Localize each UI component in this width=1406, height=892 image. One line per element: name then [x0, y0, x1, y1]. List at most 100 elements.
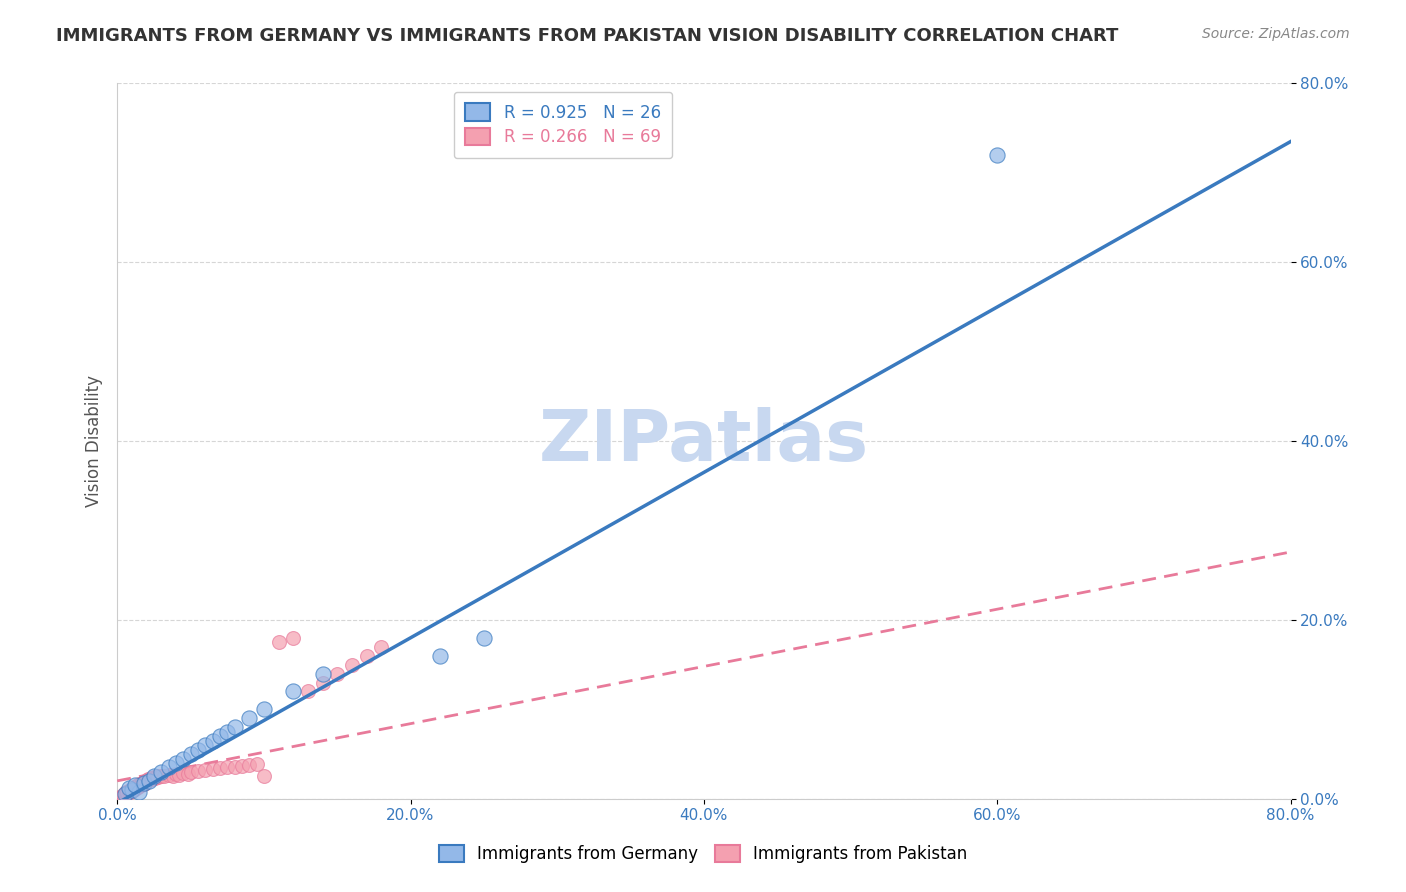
Point — [340, 657, 363, 672]
Point — [138, 772, 160, 787]
Point — [128, 779, 150, 793]
Point — [150, 768, 173, 782]
Point — [194, 763, 217, 777]
Point — [162, 768, 184, 782]
Point — [142, 770, 165, 784]
Point — [124, 780, 146, 794]
Legend: Immigrants from Germany, Immigrants from Pakistan: Immigrants from Germany, Immigrants from… — [427, 833, 979, 875]
Point — [142, 769, 165, 783]
Point — [208, 729, 231, 743]
Point — [238, 757, 260, 772]
Point — [120, 782, 142, 797]
Point — [132, 774, 155, 789]
Text: IMMIGRANTS FROM GERMANY VS IMMIGRANTS FROM PAKISTAN VISION DISABILITY CORRELATIO: IMMIGRANTS FROM GERMANY VS IMMIGRANTS FR… — [56, 27, 1119, 45]
Point — [125, 780, 148, 795]
Point — [115, 785, 138, 799]
Point — [224, 759, 246, 773]
Point — [194, 738, 217, 752]
Legend: R = 0.925   N = 26, R = 0.266   N = 69: R = 0.925 N = 26, R = 0.266 N = 69 — [454, 92, 672, 158]
Point — [125, 779, 148, 793]
Point — [311, 666, 333, 681]
Point — [114, 786, 136, 800]
Point — [986, 148, 1008, 162]
Point — [253, 769, 276, 783]
Point — [253, 702, 276, 716]
Point — [129, 778, 152, 792]
Point — [201, 733, 224, 747]
Point — [114, 787, 136, 801]
Point — [121, 781, 143, 796]
Point — [187, 742, 209, 756]
Point — [157, 760, 180, 774]
Point — [122, 782, 145, 797]
Point — [165, 756, 187, 770]
Point — [153, 769, 176, 783]
Point — [356, 648, 378, 663]
Point — [120, 784, 142, 798]
Point — [138, 773, 160, 788]
Point — [238, 711, 260, 725]
Point — [127, 780, 149, 794]
Point — [187, 764, 209, 778]
Y-axis label: Vision Disability: Vision Disability — [86, 376, 103, 507]
Point — [148, 770, 170, 784]
Point — [146, 769, 169, 783]
Point — [118, 780, 141, 795]
Point — [472, 631, 495, 645]
Point — [201, 762, 224, 776]
Point — [217, 724, 239, 739]
Point — [224, 720, 246, 734]
Point — [326, 666, 349, 681]
Point — [127, 778, 149, 792]
Point — [180, 747, 202, 761]
Point — [128, 777, 150, 791]
Point — [118, 785, 141, 799]
Point — [124, 778, 146, 792]
Point — [267, 635, 290, 649]
Point — [429, 648, 451, 663]
Point — [150, 764, 173, 779]
Point — [180, 764, 202, 779]
Point — [124, 781, 146, 796]
Point — [136, 772, 159, 786]
Point — [129, 776, 152, 790]
Point — [122, 780, 145, 795]
Point — [135, 772, 157, 787]
Point — [128, 784, 150, 798]
Point — [132, 776, 155, 790]
Point — [131, 777, 153, 791]
Point — [110, 789, 132, 803]
Point — [108, 789, 131, 804]
Point — [217, 760, 239, 774]
Point — [112, 788, 135, 802]
Point — [134, 775, 156, 789]
Point — [208, 761, 231, 775]
Point — [121, 782, 143, 797]
Point — [231, 758, 253, 772]
Point — [135, 773, 157, 788]
Point — [176, 766, 198, 780]
Point — [311, 675, 333, 690]
Point — [167, 767, 190, 781]
Point — [245, 756, 267, 771]
Point — [118, 783, 141, 797]
Point — [370, 640, 392, 654]
Text: Source: ZipAtlas.com: Source: ZipAtlas.com — [1202, 27, 1350, 41]
Point — [121, 783, 143, 797]
Point — [172, 751, 194, 765]
Point — [141, 772, 163, 786]
Point — [283, 684, 305, 698]
Point — [117, 784, 139, 798]
Point — [131, 775, 153, 789]
Point — [297, 684, 319, 698]
Point — [132, 775, 155, 789]
Point — [115, 787, 138, 801]
Point — [139, 771, 162, 785]
Point — [165, 766, 187, 780]
Point — [114, 787, 136, 801]
Point — [283, 631, 305, 645]
Point — [172, 765, 194, 780]
Point — [143, 771, 166, 785]
Text: ZIPatlas: ZIPatlas — [538, 407, 869, 475]
Point — [157, 767, 180, 781]
